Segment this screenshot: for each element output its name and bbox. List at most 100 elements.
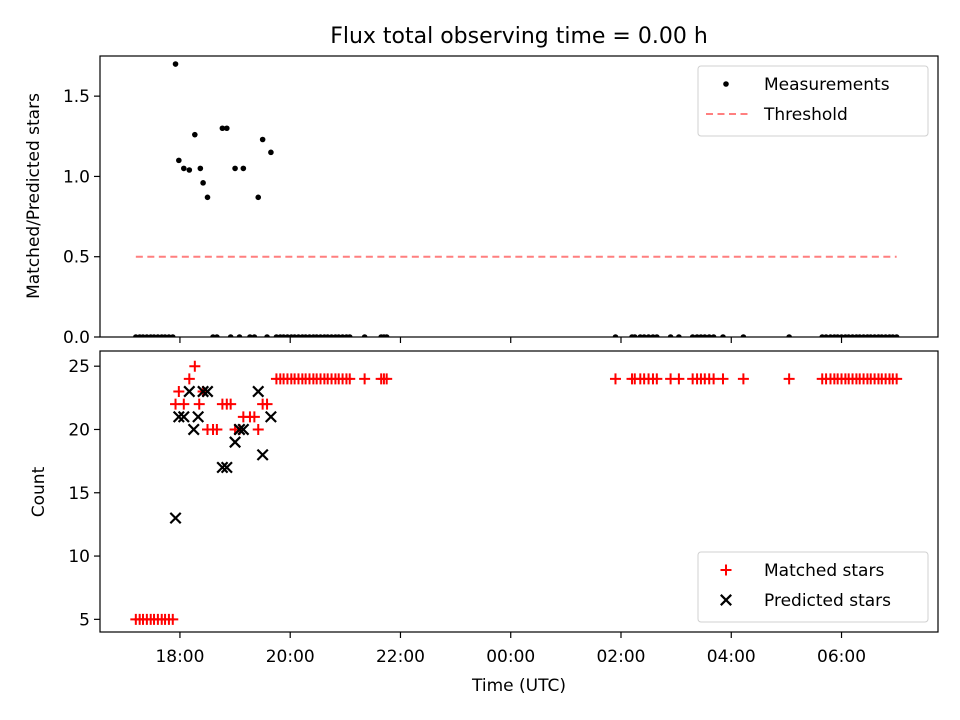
matched-stars-point [252,423,264,435]
legend-matched-stars-label: Matched stars [764,561,884,581]
measurements-point [192,131,198,138]
matched-stars-point [717,373,729,385]
x-tick-label: 06:00 [817,647,866,667]
x-tick-label: 04:00 [707,647,756,667]
matched-stars-point [359,373,371,385]
predicted-stars-point [216,461,229,474]
measurements-point [631,334,638,337]
measurements-point [227,334,234,337]
measurements-point [176,157,182,164]
measurements-point [346,334,353,337]
measurements-point [247,334,253,337]
measurements-point [654,334,660,337]
matched-stars-point [211,423,223,435]
chart-title: Flux total observing time = 0.00 h [330,24,708,49]
x-axis-label: Time (UTC) [471,676,566,696]
measurements-point [383,334,390,337]
measurements-point [612,334,619,337]
measurements-point [214,334,220,337]
top-legend: Measurements Threshold [697,65,929,137]
bottom-legend: Matched stars Predicted stars [697,551,929,623]
top-panel: 0.0 0.5 1.0 1.5 Matched/Predicted stars Mea… [24,55,939,348]
matched-stars-point [609,373,621,385]
measurements-point [361,334,368,337]
measurements-point [740,334,747,337]
top-panel-frame [99,55,939,338]
measurements-point [169,334,176,337]
measurements-point [710,334,717,337]
measurements-point [200,180,206,186]
y-tick-label: 15 [68,484,90,504]
legend-predicted-stars-label: Predicted stars [764,591,891,611]
predicted-stars-point [229,436,242,449]
matched-stars-point [344,373,356,385]
measurements-point [197,165,204,172]
bottom-panel-frame [99,350,939,633]
x-tick-label: 02:00 [596,647,645,667]
measurements-point [701,334,708,337]
measurements-point [268,149,274,156]
y-tick-label: 0.5 [63,248,90,268]
measurements-point [689,334,696,337]
predicted-stars-point [220,461,233,474]
matched-stars-point [708,373,720,385]
bottom-panel: 5 10 15 20 25 18:00 20:00 22:00 00:00 02:00 04:00… [29,350,939,667]
matched-stars-point [183,373,195,385]
predicted-stars-point [264,410,277,423]
measurements-point [706,334,713,337]
predicted-stars-point [177,410,190,423]
measurements-point [186,167,193,173]
measurements-point [641,334,647,337]
measurements-point [251,334,258,337]
matched-stars-point [673,373,685,385]
measurements-point [236,334,243,337]
y-tick-label: 25 [68,357,90,377]
measurements-point [264,334,270,337]
measurements-point [255,194,262,201]
legend-predicted-stars-swatch [720,594,732,606]
x-tick-label: 20:00 [266,647,315,667]
y-tick-label: 0.0 [63,328,90,348]
matched-stars-point [178,398,190,410]
measurements-point [667,334,674,337]
predicted-stars-point [256,448,269,461]
matched-stars-point [381,373,393,385]
bottom-y-axis-label: Count [29,466,49,517]
measurements-point [259,136,266,143]
x-tick-label: 22:00 [376,647,425,667]
legend-box [697,65,929,137]
predicted-stars-point [233,423,246,436]
predicted-stars-point [237,423,250,436]
measurements-point [219,125,226,132]
matched-stars-point [248,411,260,423]
y-tick-label: 20 [68,420,90,440]
predicted-stars-point [252,385,265,398]
matched-stars-point [225,398,237,410]
legend-matched-stars-swatch [720,564,732,576]
measurements-point [823,334,829,337]
top-y-ticks: 0.0 0.5 1.0 1.5 [63,87,100,348]
matched-stars-point [783,373,795,385]
y-tick-label: 1.0 [63,167,90,187]
measurements-point [893,334,900,337]
bottom-x-ticks: 18:00 20:00 22:00 00:00 02:00 04:00 06:00 [155,632,866,667]
predicted-stars-point [187,423,200,436]
x-tick-label: 00:00 [486,647,535,667]
x-tick-label: 18:00 [155,647,204,667]
top-x-ticks [179,337,843,343]
legend-measurements-label: Measurements [764,75,890,95]
measurements-point [786,334,792,337]
predicted-stars-point [197,385,210,398]
measurements-point [232,165,238,172]
bottom-panel-marks [130,360,903,625]
predicted-stars-point [172,410,185,423]
measurements-point [240,165,247,172]
measurements-point [204,194,211,201]
matched-stars-point [167,613,179,625]
matched-stars-point [651,373,663,385]
bottom-y-ticks: 5 10 15 20 25 [68,357,100,630]
predicted-stars-point [169,512,182,525]
measurements-point [181,165,187,172]
measurements-point [720,334,726,337]
